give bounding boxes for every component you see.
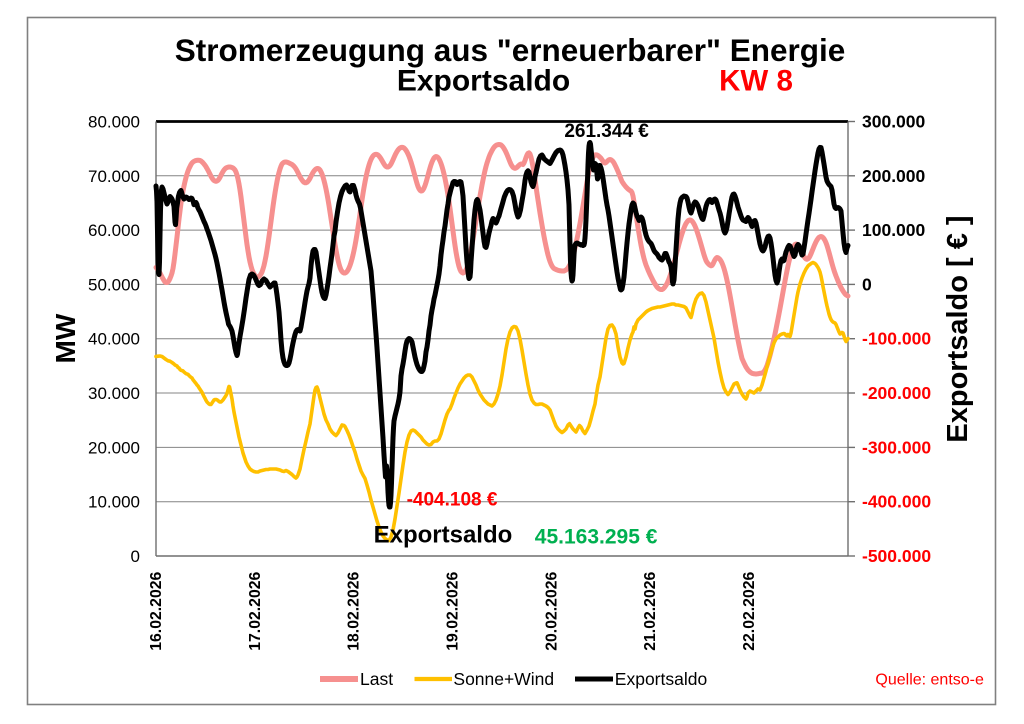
svg-text:300.000: 300.000 <box>862 112 926 132</box>
svg-text:261.344 €: 261.344 € <box>564 121 649 142</box>
svg-text:80.000: 80.000 <box>88 113 140 132</box>
svg-text:10.000: 10.000 <box>88 493 140 512</box>
svg-text:Stromerzeugung aus "erneuerbar: Stromerzeugung aus "erneuerbarer" Energi… <box>175 32 846 68</box>
svg-text:50.000: 50.000 <box>88 275 140 294</box>
svg-text:0: 0 <box>862 274 872 294</box>
svg-text:40.000: 40.000 <box>88 330 140 349</box>
svg-text:Quelle: entso-e: Quelle: entso-e <box>875 672 984 689</box>
svg-text:MW: MW <box>50 313 81 363</box>
svg-text:18.02.2026: 18.02.2026 <box>346 571 363 650</box>
svg-text:100.000: 100.000 <box>862 220 926 240</box>
svg-text:-500.000: -500.000 <box>862 546 931 566</box>
svg-text:Sonne+Wind: Sonne+Wind <box>453 669 554 689</box>
svg-text:0: 0 <box>131 547 140 566</box>
svg-text:Exportsaldo [ € ]: Exportsaldo [ € ] <box>942 215 974 442</box>
svg-text:Exportsaldo: Exportsaldo <box>615 669 707 689</box>
svg-text:70.000: 70.000 <box>88 167 140 186</box>
svg-text:KW 8: KW 8 <box>719 65 793 98</box>
svg-text:-400.000: -400.000 <box>862 492 931 512</box>
svg-text:20.000: 20.000 <box>88 438 140 457</box>
svg-text:-404.108 €: -404.108 € <box>407 490 498 511</box>
svg-text:Exportsaldo: Exportsaldo <box>374 522 513 549</box>
svg-text:22.02.2026: 22.02.2026 <box>741 571 758 650</box>
svg-text:Exportsaldo: Exportsaldo <box>397 65 570 98</box>
svg-text:30.000: 30.000 <box>88 384 140 403</box>
svg-text:45.163.295 €: 45.163.295 € <box>535 525 658 548</box>
svg-text:200.000: 200.000 <box>862 166 926 186</box>
svg-text:21.02.2026: 21.02.2026 <box>642 571 659 650</box>
svg-text:19.02.2026: 19.02.2026 <box>445 571 462 650</box>
svg-text:-200.000: -200.000 <box>862 383 931 403</box>
svg-text:-100.000: -100.000 <box>862 329 931 349</box>
svg-text:20.02.2026: 20.02.2026 <box>543 571 560 650</box>
svg-text:Last: Last <box>360 669 393 689</box>
svg-text:60.000: 60.000 <box>88 221 140 240</box>
svg-text:17.02.2026: 17.02.2026 <box>247 571 264 650</box>
svg-text:16.02.2026: 16.02.2026 <box>148 571 165 650</box>
svg-text:-300.000: -300.000 <box>862 437 931 457</box>
